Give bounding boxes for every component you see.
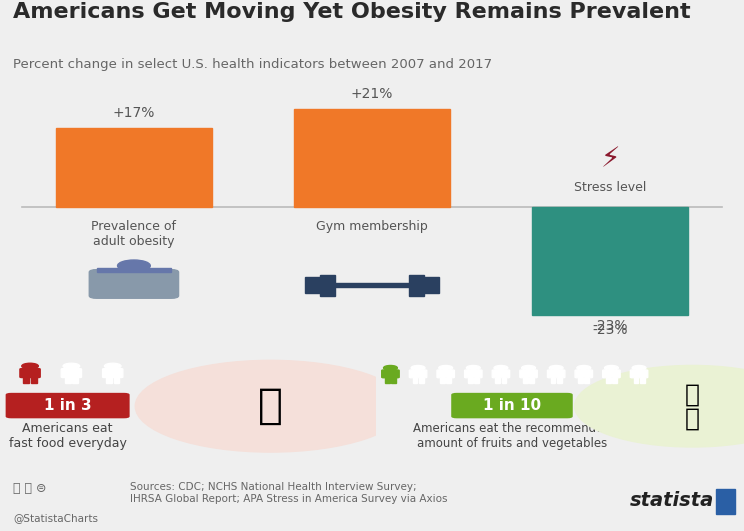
Text: Americans eat the recommended
amount of fruits and vegetables: Americans eat the recommended amount of … xyxy=(413,422,611,450)
Text: +21%: +21% xyxy=(351,87,393,101)
Bar xyxy=(501,377,507,382)
Bar xyxy=(716,490,735,514)
FancyBboxPatch shape xyxy=(61,369,82,378)
Circle shape xyxy=(63,363,80,369)
Text: statista: statista xyxy=(630,491,714,510)
Bar xyxy=(496,377,500,382)
Bar xyxy=(606,377,611,382)
Bar xyxy=(97,268,171,272)
FancyBboxPatch shape xyxy=(437,370,455,378)
FancyBboxPatch shape xyxy=(575,370,592,378)
Bar xyxy=(529,377,534,382)
Circle shape xyxy=(632,365,646,370)
Circle shape xyxy=(22,363,39,369)
Circle shape xyxy=(577,365,591,370)
Circle shape xyxy=(605,365,618,370)
Bar xyxy=(65,377,71,383)
Circle shape xyxy=(549,365,563,370)
Bar xyxy=(56,127,212,207)
Text: +17%: +17% xyxy=(113,106,155,120)
Text: Americans eat
fast food everyday: Americans eat fast food everyday xyxy=(9,422,126,450)
FancyBboxPatch shape xyxy=(382,370,400,378)
FancyBboxPatch shape xyxy=(520,370,537,378)
FancyBboxPatch shape xyxy=(603,370,620,378)
Bar xyxy=(440,377,445,382)
Bar xyxy=(419,377,423,382)
Text: -23%: -23% xyxy=(592,323,628,337)
Text: Sources: CDC; NCHS National Health Interview Survey;
IHRSA Global Report; APA St: Sources: CDC; NCHS National Health Inter… xyxy=(130,482,448,504)
Circle shape xyxy=(574,365,744,447)
Circle shape xyxy=(104,363,121,369)
Circle shape xyxy=(522,365,536,370)
Bar xyxy=(24,377,29,383)
Bar xyxy=(72,377,78,383)
Text: Stress level: Stress level xyxy=(574,181,647,194)
Circle shape xyxy=(466,365,480,370)
Text: Gym membership: Gym membership xyxy=(316,220,428,233)
Text: ⚡: ⚡ xyxy=(600,145,620,173)
FancyBboxPatch shape xyxy=(630,370,648,378)
Circle shape xyxy=(411,365,425,370)
Bar xyxy=(612,377,617,382)
Circle shape xyxy=(135,361,405,452)
Bar xyxy=(385,377,390,382)
Text: Prevalence of
adult obesity: Prevalence of adult obesity xyxy=(92,220,176,248)
Bar xyxy=(578,377,583,382)
Text: ⓒ ⓘ ⊜: ⓒ ⓘ ⊜ xyxy=(13,482,47,495)
Bar xyxy=(31,377,36,383)
Bar xyxy=(523,377,527,382)
Bar xyxy=(294,109,450,207)
Text: -23%: -23% xyxy=(592,319,628,332)
FancyBboxPatch shape xyxy=(493,370,510,378)
Circle shape xyxy=(439,365,452,370)
FancyBboxPatch shape xyxy=(89,270,179,298)
FancyBboxPatch shape xyxy=(6,393,129,418)
Bar xyxy=(320,275,335,296)
Bar xyxy=(114,377,119,383)
Bar xyxy=(474,377,479,382)
Text: 1 in 10: 1 in 10 xyxy=(483,398,541,413)
Bar xyxy=(305,277,324,293)
FancyBboxPatch shape xyxy=(451,393,573,418)
Bar xyxy=(446,377,451,382)
Text: 🍏
🥕: 🍏 🥕 xyxy=(685,382,700,430)
Bar xyxy=(532,207,688,315)
FancyBboxPatch shape xyxy=(548,370,565,378)
Circle shape xyxy=(384,365,397,370)
FancyBboxPatch shape xyxy=(103,369,123,378)
Bar xyxy=(391,377,396,382)
Bar xyxy=(634,377,638,382)
Bar xyxy=(413,377,417,382)
Text: 🍔: 🍔 xyxy=(258,385,283,427)
Bar xyxy=(106,377,112,383)
Bar xyxy=(551,377,556,382)
Bar xyxy=(585,377,589,382)
Text: @StatistaCharts: @StatistaCharts xyxy=(13,513,98,523)
FancyBboxPatch shape xyxy=(464,370,482,378)
Bar xyxy=(557,377,562,382)
Bar xyxy=(420,277,439,293)
FancyBboxPatch shape xyxy=(409,370,427,378)
FancyBboxPatch shape xyxy=(20,369,40,378)
Circle shape xyxy=(494,365,508,370)
Text: Americans Get Moving Yet Obesity Remains Prevalent: Americans Get Moving Yet Obesity Remains… xyxy=(13,2,691,22)
Bar xyxy=(324,283,420,287)
Bar xyxy=(640,377,644,382)
Bar xyxy=(409,275,424,296)
Bar xyxy=(468,377,472,382)
Text: 1 in 3: 1 in 3 xyxy=(44,398,92,413)
Text: Percent change in select U.S. health indicators between 2007 and 2017: Percent change in select U.S. health ind… xyxy=(13,58,493,71)
Circle shape xyxy=(118,260,150,271)
